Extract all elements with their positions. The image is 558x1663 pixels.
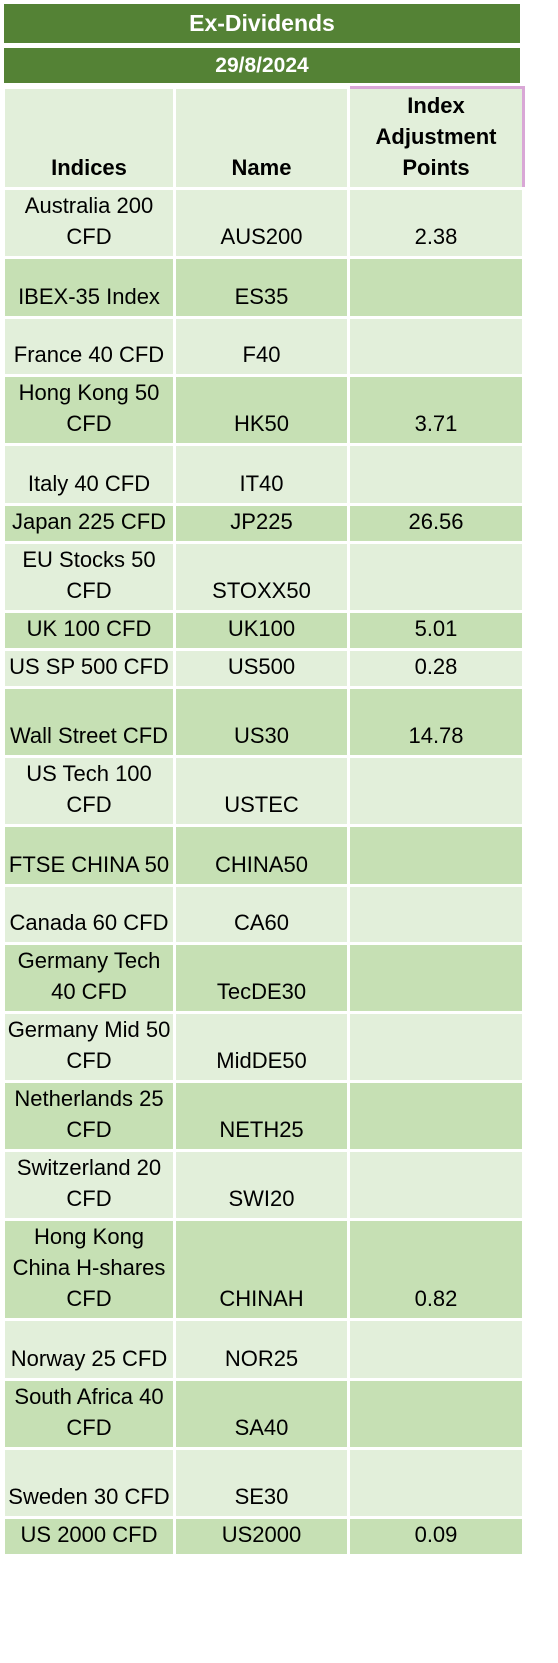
cell-points [347, 884, 525, 945]
table-row: Italy 40 CFD IT40 [2, 443, 525, 506]
cell-index: Germany Tech 40 CFD [2, 942, 176, 1014]
table-row: Netherlands 25 CFD NETH25 [2, 1080, 525, 1152]
cell-points [347, 824, 525, 887]
cell-index: Japan 225 CFD [2, 503, 176, 544]
cell-name: HK50 [173, 374, 350, 446]
cell-points [347, 755, 525, 827]
cell-points [347, 256, 525, 319]
cell-points: 3.71 [347, 374, 525, 446]
table-row: Canada 60 CFD CA60 [2, 884, 525, 945]
cell-name: TecDE30 [173, 942, 350, 1014]
cell-points [347, 1080, 525, 1152]
cell-points [347, 1318, 525, 1381]
table-row: FTSE CHINA 50 CHINA50 [2, 824, 525, 887]
table-row: US Tech 100 CFD USTEC [2, 755, 525, 827]
cell-points: 2.38 [347, 187, 525, 259]
table-row: Norway 25 CFD NOR25 [2, 1318, 525, 1381]
cell-index: Netherlands 25 CFD [2, 1080, 176, 1152]
sheet-date: 29/8/2024 [2, 45, 522, 86]
cell-name: JP225 [173, 503, 350, 544]
cell-name: AUS200 [173, 187, 350, 259]
header-indices: Indices [2, 86, 176, 190]
table-row: Hong Kong 50 CFD HK50 3.71 [2, 374, 525, 446]
cell-index: US SP 500 CFD [2, 648, 176, 689]
cell-index: US 2000 CFD [2, 1516, 176, 1557]
cell-name: CA60 [173, 884, 350, 945]
cell-index: Italy 40 CFD [2, 443, 176, 506]
cell-index: Australia 200 CFD [2, 187, 176, 259]
table-row: Germany Tech 40 CFD TecDE30 [2, 942, 525, 1014]
cell-name: MidDE50 [173, 1011, 350, 1083]
cell-name: US500 [173, 648, 350, 689]
cell-name: F40 [173, 316, 350, 377]
cell-points [347, 1149, 525, 1221]
cell-points: 0.28 [347, 648, 525, 689]
cell-name: IT40 [173, 443, 350, 506]
header-row: Indices Name Index Adjustment Points [2, 86, 525, 190]
table-body: Australia 200 CFD AUS200 2.38 IBEX-35 Index… [2, 187, 525, 1557]
cell-points: 26.56 [347, 503, 525, 544]
table-row: Hong Kong China H-shares CFD CHINAH 0.82 [2, 1218, 525, 1321]
cell-index: Sweden 30 CFD [2, 1447, 176, 1519]
cell-points [347, 443, 525, 506]
cell-index: Canada 60 CFD [2, 884, 176, 945]
table-row: France 40 CFD F40 [2, 316, 525, 377]
table-row: Switzerland 20 CFD SWI20 [2, 1149, 525, 1221]
table-row: US 2000 CFD US2000 0.09 [2, 1516, 525, 1557]
cell-name: ES35 [173, 256, 350, 319]
cell-name: US2000 [173, 1516, 350, 1557]
table-row: Wall Street CFD US30 14.78 [2, 686, 525, 758]
header-name: Name [173, 86, 350, 190]
cell-points [347, 1378, 525, 1450]
cell-index: Hong Kong China H-shares CFD [2, 1218, 176, 1321]
cell-name: UK100 [173, 610, 350, 651]
table-row: South Africa 40 CFD SA40 [2, 1378, 525, 1450]
table-row: EU Stocks 50 CFD STOXX50 [2, 541, 525, 613]
cell-points [347, 1011, 525, 1083]
cell-index: Norway 25 CFD [2, 1318, 176, 1381]
cell-index: France 40 CFD [2, 316, 176, 377]
cell-points [347, 942, 525, 1014]
cell-index: EU Stocks 50 CFD [2, 541, 176, 613]
cell-index: Switzerland 20 CFD [2, 1149, 176, 1221]
header-index-adjustment-points: Index Adjustment Points [347, 86, 525, 190]
cell-index: South Africa 40 CFD [2, 1378, 176, 1450]
table-row: Japan 225 CFD JP225 26.56 [2, 503, 525, 544]
cell-points [347, 541, 525, 613]
cell-name: NETH25 [173, 1080, 350, 1152]
cell-index: Wall Street CFD [2, 686, 176, 758]
cell-name: STOXX50 [173, 541, 350, 613]
cell-index: Germany Mid 50 CFD [2, 1011, 176, 1083]
cell-index: Hong Kong 50 CFD [2, 374, 176, 446]
cell-index: IBEX-35 Index [2, 256, 176, 319]
ex-dividends-sheet: Ex-Dividends 29/8/2024 Indices Name Inde… [2, 2, 525, 1557]
table-row: Germany Mid 50 CFD MidDE50 [2, 1011, 525, 1083]
dividends-table: Indices Name Index Adjustment Points Aus… [2, 86, 525, 1557]
table-row: US SP 500 CFD US500 0.28 [2, 648, 525, 689]
cell-name: SA40 [173, 1378, 350, 1450]
cell-name: CHINAH [173, 1218, 350, 1321]
cell-points: 14.78 [347, 686, 525, 758]
cell-points [347, 316, 525, 377]
cell-points: 0.82 [347, 1218, 525, 1321]
table-row: Australia 200 CFD AUS200 2.38 [2, 187, 525, 259]
sheet-title: Ex-Dividends [2, 2, 522, 45]
table-row: IBEX-35 Index ES35 [2, 256, 525, 319]
cell-name: USTEC [173, 755, 350, 827]
cell-name: NOR25 [173, 1318, 350, 1381]
cell-name: CHINA50 [173, 824, 350, 887]
cell-name: SE30 [173, 1447, 350, 1519]
cell-index: FTSE CHINA 50 [2, 824, 176, 887]
cell-points: 5.01 [347, 610, 525, 651]
cell-name: SWI20 [173, 1149, 350, 1221]
cell-name: US30 [173, 686, 350, 758]
cell-index: US Tech 100 CFD [2, 755, 176, 827]
table-row: UK 100 CFD UK100 5.01 [2, 610, 525, 651]
table-row: Sweden 30 CFD SE30 [2, 1447, 525, 1519]
cell-points [347, 1447, 525, 1519]
cell-points: 0.09 [347, 1516, 525, 1557]
cell-index: UK 100 CFD [2, 610, 176, 651]
